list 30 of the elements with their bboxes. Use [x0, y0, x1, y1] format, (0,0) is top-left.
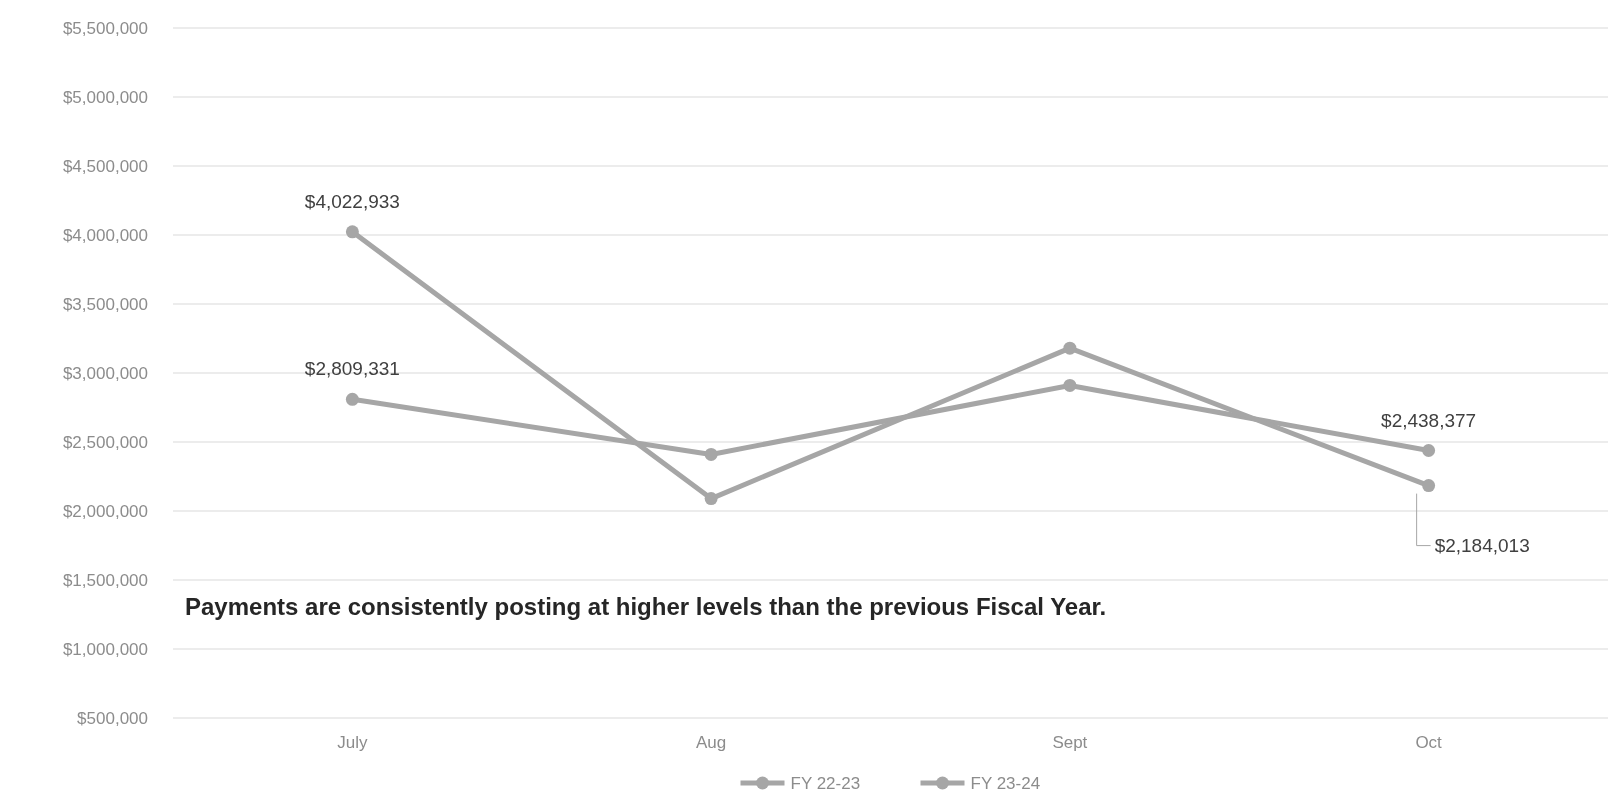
point: [704, 492, 718, 506]
y-tick-label: $1,500,000: [62, 570, 148, 590]
y-tick-label: $3,500,000: [62, 294, 148, 314]
point: [345, 225, 359, 239]
point: [1422, 444, 1436, 457]
x-tick-label: Sept: [1052, 733, 1088, 752]
annotation: Payments are consistently posting at higher levels than the previous Fiscal Year.: [185, 592, 1107, 620]
point: [345, 392, 359, 406]
data-label: $4,022,933: [304, 190, 400, 212]
data-label: $2,809,331: [304, 358, 400, 380]
point: [1063, 378, 1077, 392]
y-tick-label: $1,000,000: [62, 639, 148, 659]
y-tick-label: $2,000,000: [62, 501, 148, 521]
y-tick-label: $4,500,000: [62, 156, 148, 176]
x-tick-label: Oct: [1415, 733, 1443, 752]
point: [704, 447, 718, 461]
data-label: $2,438,377: [1381, 409, 1477, 431]
x-tick-label: July: [337, 733, 368, 752]
y-tick-label: $5,500,000: [62, 18, 148, 38]
y-tick-label: $5,000,000: [62, 87, 148, 107]
y-tick-label: $3,000,000: [62, 363, 148, 383]
y-tick-label: $2,500,000: [62, 432, 148, 452]
point: [1063, 341, 1077, 355]
legend-label: FY 22-23: [790, 773, 861, 793]
x-tick-label: Aug: [696, 733, 727, 752]
legend-label: FY 23-24: [970, 773, 1041, 793]
y-tick-label: $500,000: [77, 708, 148, 728]
point: [1422, 479, 1436, 493]
y-tick-label: $4,000,000: [62, 225, 148, 245]
data-label: $2,184,013: [1434, 534, 1530, 556]
